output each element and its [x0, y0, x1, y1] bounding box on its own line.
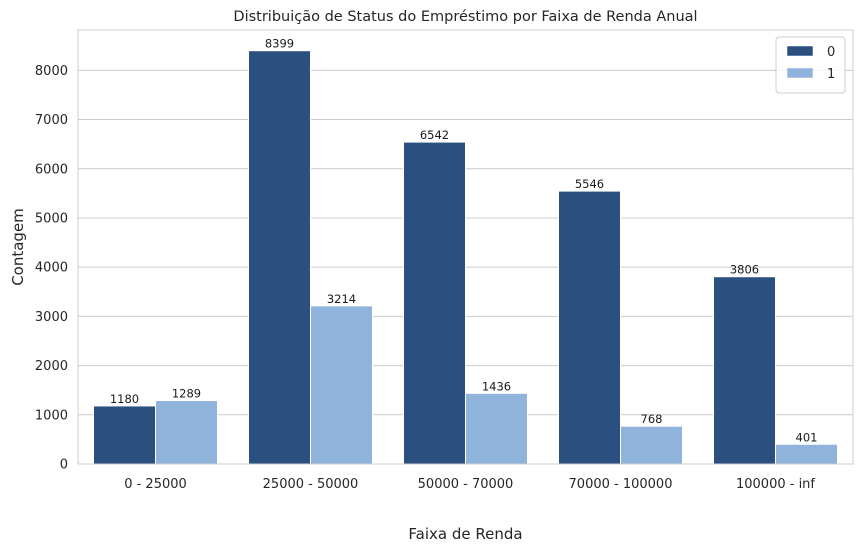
bar — [775, 443, 838, 465]
bar — [403, 141, 466, 465]
bar — [155, 400, 218, 465]
bar-value-label: 6542 — [420, 128, 449, 142]
legend-label: 0 — [827, 45, 835, 60]
bar — [558, 190, 621, 465]
y-axis-label: Contagem — [9, 208, 27, 286]
x-tick-label: 0 - 25000 — [124, 477, 187, 492]
x-tick-label: 50000 - 70000 — [418, 477, 514, 492]
bar-value-label: 3806 — [730, 263, 759, 277]
bars — [93, 50, 838, 465]
chart-title: Distribuição de Status do Empréstimo por… — [233, 9, 697, 25]
x-tick-label: 100000 - inf — [736, 477, 815, 492]
x-axis-label: Faixa de Renda — [408, 525, 522, 543]
bar-value-label: 1289 — [172, 387, 201, 401]
bar — [310, 305, 373, 465]
x-tick-label: 25000 - 50000 — [263, 477, 359, 492]
x-tick-label: 70000 - 100000 — [569, 477, 673, 492]
y-tick-labels: 0 1000 2000 3000 4000 5000 6000 7000 8000 — [35, 64, 68, 473]
y-tick-label: 1000 — [35, 408, 68, 423]
y-tick-label: 6000 — [35, 162, 68, 177]
bar-value-label: 768 — [641, 412, 663, 426]
bar-labels: 1180 1289 8399 3214 6542 1436 5546 768 3806 401 — [110, 37, 818, 445]
y-tick-label: 5000 — [35, 211, 68, 226]
x-tick-labels: 0 - 25000 25000 - 50000 50000 - 70000 70000… — [124, 477, 815, 492]
bar-value-label: 1180 — [110, 392, 139, 406]
bar-value-label: 3214 — [327, 292, 356, 306]
bar-value-label: 8399 — [265, 37, 294, 51]
y-tick-label: 4000 — [35, 261, 68, 276]
y-tick-label: 8000 — [35, 64, 68, 79]
bar-value-label: 1436 — [482, 379, 511, 393]
bar — [248, 50, 311, 465]
legend: 01 — [775, 36, 846, 94]
y-tick-label: 7000 — [35, 113, 68, 128]
legend-label: 1 — [827, 67, 835, 82]
bar — [620, 425, 683, 465]
bar-value-label: 401 — [796, 430, 818, 444]
bar — [465, 392, 528, 465]
plot-frame — [77, 29, 854, 465]
bar — [713, 276, 776, 465]
bar — [93, 405, 156, 465]
legend-swatch — [786, 67, 814, 79]
y-tick-label: 2000 — [35, 359, 68, 374]
legend-swatch — [786, 45, 814, 57]
y-tick-label: 3000 — [35, 310, 68, 325]
bar-value-label: 5546 — [575, 177, 604, 191]
y-tick-label: 0 — [60, 458, 68, 473]
